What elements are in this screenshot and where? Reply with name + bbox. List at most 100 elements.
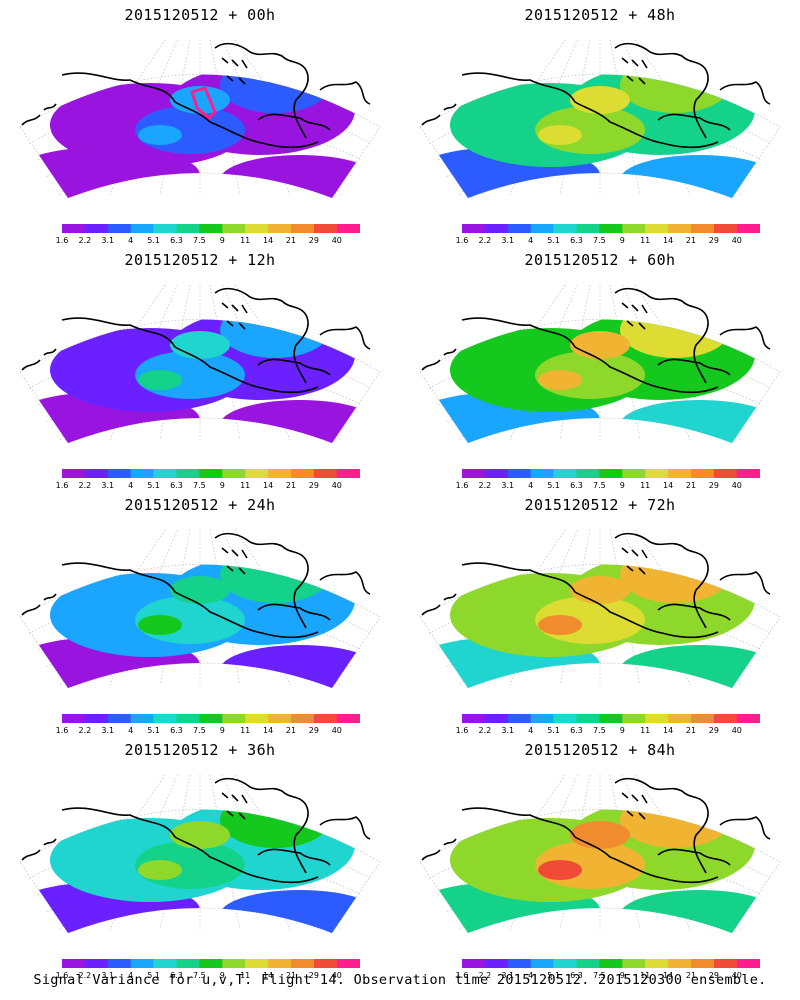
colorbar-swatch-3	[130, 224, 154, 233]
colorbar-label-8: 11	[240, 971, 250, 980]
colorbar-swatch-9	[668, 959, 692, 968]
variance-contour-5	[220, 809, 330, 848]
colorbar-swatch-4	[153, 224, 177, 233]
map-panel-24h: 2015120512 + 24h 1.6 2.2 3.1 4 5.1 6.3 7.5 9 11 14…	[0, 490, 400, 735]
colorbar-swatch-1	[84, 714, 109, 723]
colorbar-swatch-2	[507, 224, 531, 233]
colorbar-swatch-8	[645, 714, 669, 723]
colorbar-label-1: 2.2	[79, 971, 92, 980]
variance-field	[20, 809, 380, 933]
colorbar-swatch-3	[130, 469, 154, 478]
forecast-map	[19, 529, 381, 689]
colorbar-label-3: 4	[128, 726, 133, 735]
colorbar-swatch-11	[313, 714, 338, 723]
colorbar-swatch-5	[176, 224, 200, 233]
colorbar-label-4: 5.1	[147, 481, 160, 490]
colorbar-label-6: 7.5	[193, 726, 206, 735]
colorbar-swatch-5	[176, 714, 200, 723]
colorbar-label-9: 14	[663, 726, 673, 735]
colorbar-label-3: 4	[128, 236, 133, 245]
panel-title: 2015120512 + 84h	[524, 741, 676, 759]
variance-contour-7	[538, 370, 582, 390]
variance-contour-5	[220, 564, 330, 603]
colorbar-label-10: 21	[686, 236, 696, 245]
map-panel-0h: 2015120512 + 00h 1.6 2.2 3.1 4 5.1 6.3 7.5 9 11 14…	[0, 0, 400, 245]
variance-field	[420, 319, 780, 443]
colorbar-swatch-3	[530, 469, 554, 478]
observation-peak-contour	[190, 86, 217, 121]
colorbar-label-12: 40	[732, 971, 742, 980]
colorbar-swatch-12	[736, 469, 760, 478]
variance-contour-1	[620, 155, 780, 198]
colorbar-swatch-12	[336, 469, 360, 478]
colorbar-label-10: 21	[686, 726, 696, 735]
variance-contour-7	[138, 370, 182, 390]
colorbar-label-2: 3.1	[101, 726, 114, 735]
variance-contour-7	[538, 125, 582, 145]
colorbar: 1.6 2.2 3.1 4 5.1 6.3 7.5 9 11 14 21 29 40	[456, 959, 760, 980]
variance-contour-7	[538, 615, 582, 635]
colorbar-swatch-6	[199, 224, 223, 233]
colorbar-swatch-7	[622, 224, 646, 233]
map-panel-72h: 2015120512 + 72h 1.6 2.2 3.1 4 5.1 6.3 7.5 9 11 14…	[400, 490, 800, 735]
colorbar-swatch-11	[713, 469, 738, 478]
colorbar-swatch-4	[553, 959, 577, 968]
coastlines	[21, 42, 371, 149]
colorbar-swatch-10	[291, 469, 315, 478]
colorbar-label-8: 11	[640, 236, 650, 245]
colorbar-label-1: 2.2	[479, 971, 492, 980]
colorbar-label-5: 6.3	[570, 481, 583, 490]
colorbar-label-3: 4	[128, 971, 133, 980]
colorbar-swatch-12	[736, 224, 760, 233]
colorbar-label-6: 7.5	[593, 971, 606, 980]
colorbar-label-3: 4	[528, 236, 533, 245]
colorbar-swatch-11	[313, 959, 338, 968]
variance-contour-7	[138, 615, 182, 635]
colorbar-label-1: 2.2	[79, 236, 92, 245]
colorbar-label-12: 40	[332, 481, 342, 490]
panel-title: 2015120512 + 48h	[524, 6, 676, 24]
colorbar-label-8: 11	[240, 236, 250, 245]
colorbar-swatch-6	[599, 714, 623, 723]
coastlines	[21, 532, 371, 639]
variance-contour-5	[620, 74, 730, 113]
map-panel-84h: 2015120512 + 84h 1.6 2.2 3.1 4 5.1 6.3 7.5 9 11 14…	[400, 735, 800, 980]
colorbar-label-7: 9	[220, 726, 225, 735]
variance-contour-6	[570, 331, 630, 359]
colorbar-label-4: 5.1	[547, 236, 560, 245]
colorbar-label-2: 3.1	[101, 971, 114, 980]
colorbar-label-12: 40	[732, 726, 742, 735]
colorbar-swatch-9	[668, 469, 692, 478]
colorbar-swatch-2	[107, 714, 131, 723]
colorbar-swatch-12	[336, 714, 360, 723]
colorbar-label-9: 14	[663, 481, 673, 490]
colorbar-swatch-3	[130, 959, 154, 968]
colorbar-label-11: 29	[309, 971, 319, 980]
colorbar-label-1: 2.2	[479, 236, 492, 245]
colorbar-swatch-6	[199, 714, 223, 723]
colorbar-label-10: 21	[286, 971, 296, 980]
colorbar-swatch-7	[622, 469, 646, 478]
colorbar-label-10: 21	[686, 971, 696, 980]
colorbar-swatch-0	[62, 714, 86, 723]
figure-caption: Signal Variance for u,v,T. Flight 14. Ob…	[33, 972, 767, 988]
colorbar-label-10: 21	[686, 481, 696, 490]
colorbar-swatch-12	[336, 224, 360, 233]
variance-contour-6	[170, 821, 230, 849]
colorbar-swatch-6	[199, 469, 223, 478]
colorbar-label-3: 4	[128, 481, 133, 490]
colorbar-label-5: 6.3	[170, 236, 183, 245]
colorbar-label-0: 1.6	[56, 726, 69, 735]
colorbar-swatch-6	[199, 959, 223, 968]
colorbar-swatch-9	[268, 714, 292, 723]
colorbar-label-2: 3.1	[501, 481, 514, 490]
colorbar-label-2: 3.1	[501, 726, 514, 735]
colorbar-swatch-7	[622, 959, 646, 968]
panel-title: 2015120512 + 72h	[524, 496, 676, 514]
colorbar-label-11: 29	[709, 971, 719, 980]
variance-contour-7	[538, 860, 582, 880]
colorbar-swatch-0	[62, 224, 86, 233]
colorbar-swatch-7	[222, 469, 246, 478]
colorbar-swatch-3	[530, 959, 554, 968]
colorbar-label-0: 1.6	[56, 481, 69, 490]
